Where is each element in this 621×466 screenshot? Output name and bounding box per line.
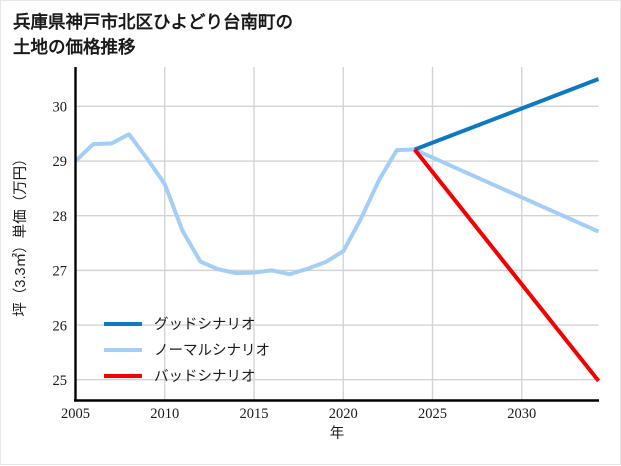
x-gridlines: [74, 67, 523, 401]
x-axis-title: 年: [330, 425, 345, 442]
series-line: [413, 148, 601, 383]
series-line: [74, 132, 600, 277]
legend-label: バッドシナリオ: [154, 369, 256, 385]
y-axis-tick-labels: 25 26 27 28 29 30: [53, 100, 68, 389]
y-tick-label: 26: [53, 318, 68, 334]
series-line: [413, 77, 600, 152]
x-tick-label: 2025: [418, 406, 447, 422]
x-tick-label: 2010: [150, 406, 179, 422]
y-tick-label: 28: [53, 209, 68, 225]
axis-lines: [74, 67, 599, 402]
x-tick-label: 2005: [61, 406, 90, 422]
y-axis-title: 坪（3.3㎡）単価（万円）: [12, 151, 29, 316]
x-tick-label: 2030: [507, 406, 536, 422]
y-tick-label: 29: [53, 154, 68, 170]
legend-label: ノーマルシナリオ: [154, 343, 270, 359]
data-series-group: [74, 77, 601, 383]
y-tick-label: 25: [53, 373, 68, 389]
y-tick-label: 30: [53, 100, 68, 116]
y-gridlines: [75, 105, 599, 381]
x-tick-label: 2020: [329, 406, 358, 422]
y-tick-label: 27: [53, 264, 68, 280]
x-tick-label: 2015: [240, 406, 269, 422]
chart-title: 兵庫県神戸市北区ひよどり台南町の 土地の価格推移: [13, 12, 293, 58]
legend-label: グッドシナリオ: [154, 316, 256, 333]
x-axis-tick-labels: 2005 2010 2015 2020 2025 2030: [61, 406, 536, 422]
